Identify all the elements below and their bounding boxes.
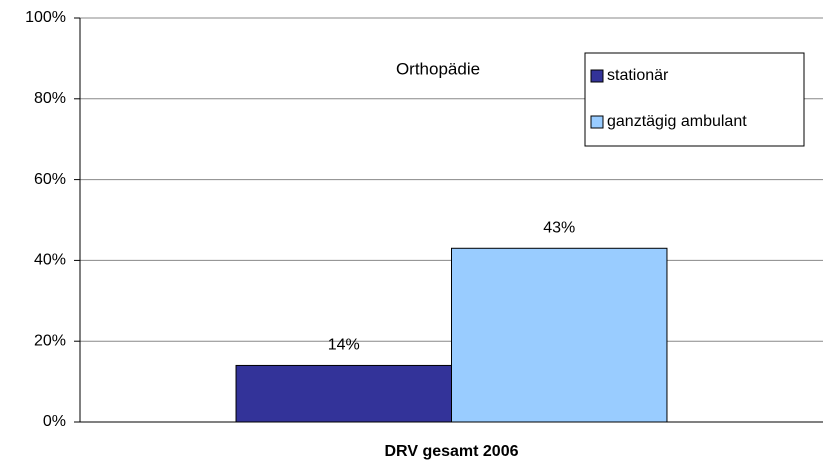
y-tick-label: 0%	[43, 413, 66, 430]
y-tick-label: 100%	[25, 9, 66, 26]
legend-swatch	[590, 69, 604, 83]
legend-box	[584, 52, 805, 147]
x-tick-label: DRV gesamt 2006	[385, 443, 519, 460]
y-tick-label: 80%	[34, 90, 66, 107]
bar	[451, 247, 668, 423]
y-tick-label: 40%	[34, 252, 66, 269]
y-tick-label: 20%	[34, 332, 66, 349]
legend-label: stationär	[607, 67, 669, 84]
data-label: 14%	[328, 337, 360, 354]
y-tick-label: 60%	[34, 171, 66, 188]
chart-title: Orthopädie	[396, 59, 480, 78]
bar	[235, 364, 452, 423]
data-label: 43%	[543, 219, 575, 236]
legend-swatch	[590, 115, 604, 129]
legend-label: ganztägig ambulant	[607, 113, 747, 130]
